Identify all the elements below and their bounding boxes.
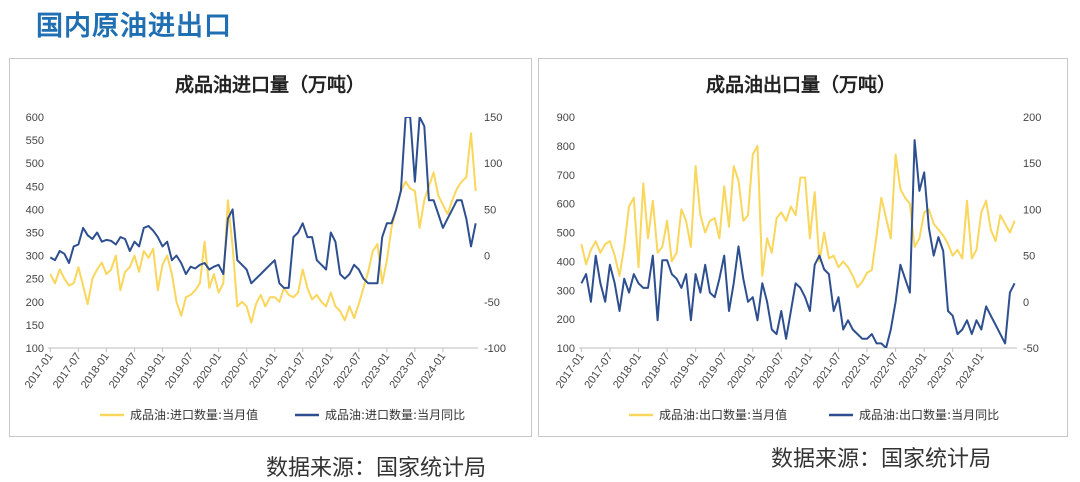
source-note-right: 数据来源：国家统计局: [771, 447, 992, 472]
export-x-tick-label: 2017-07: [582, 351, 615, 391]
import-y-left-tick-label: 300: [26, 251, 44, 263]
source-note-left: 数据来源：国家统计局: [266, 456, 487, 481]
export-y-left-tick-label: 800: [557, 141, 575, 153]
import-series-line-1: [49, 132, 477, 324]
import-y-left-tick-label: 550: [26, 135, 44, 147]
export-y-left-tick-label: 600: [557, 199, 575, 211]
export-y-right-tick-label: 0: [1023, 297, 1029, 309]
export-x-tick-label: 2018-01: [611, 351, 644, 391]
export-x-tick-label: 2021-07: [811, 351, 844, 391]
import-chart: 成品油进口量（万吨）100150200250300350400450500550…: [23, 73, 506, 422]
export-chart: 成品油出口量（万吨）100200300400500600700800900-50…: [554, 73, 1042, 422]
import-y-right-tick-label: 150: [484, 112, 502, 124]
import-y-left-tick-label: 350: [26, 228, 44, 240]
export-y-left-tick-label: 200: [557, 314, 575, 326]
export-x-tick-label: 2020-07: [754, 351, 787, 391]
import-y-right-tick-label: 0: [484, 251, 490, 263]
export-x-tick-label: 2023-01: [897, 351, 930, 391]
export-x-tick-label: 2022-01: [840, 351, 873, 391]
export-x-tick-label: 2017-01: [554, 351, 587, 391]
export-series-line-1: [580, 144, 1016, 289]
export-legend-label-2: 成品油:出口数量:当月同比: [859, 407, 999, 422]
export-x-tick-label: 2019-07: [697, 351, 730, 391]
export-x-tick-label: 2021-01: [782, 351, 815, 391]
export-x-tick-label: 2023-07: [925, 351, 958, 391]
import-legend-label-2: 成品油:进口数量:当月同比: [325, 407, 465, 422]
import-chart-panel: 成品油进口量（万吨） 100 150 200 250 300 350 400 450 500 550…: [9, 58, 532, 437]
import-y-left-tick-label: 100: [26, 343, 44, 355]
export-y-right-tick-label: 200: [1023, 112, 1041, 124]
export-chart-panel: 成品油出口量（万吨） 100 200 300 400 500 600 700 800 900 -50…: [538, 58, 1068, 437]
import-y-right-tick-label: 50: [484, 204, 496, 216]
export-y-left-tick-label: 500: [557, 228, 575, 240]
export-x-tick-label: 2020-01: [725, 351, 758, 391]
import-y-right-tick-label: -50: [484, 297, 500, 309]
export-y-left-tick-label: 700: [557, 170, 575, 182]
import-y-right-tick-label: -100: [484, 343, 506, 355]
export-chart-title: 成品油出口量（万吨）: [706, 73, 896, 96]
export-x-tick-label: 2019-01: [668, 351, 701, 391]
import-y-left-tick-label: 450: [26, 181, 44, 193]
export-y-right-tick-label: 50: [1023, 251, 1035, 263]
import-x-tick-label: 2024-01: [415, 351, 448, 391]
import-chart-title: 成品油进口量（万吨）: [175, 73, 365, 96]
export-y-left-tick-label: 300: [557, 285, 575, 297]
export-x-tick-label: 2022-07: [868, 351, 901, 391]
export-y-right-tick-label: 100: [1023, 204, 1041, 216]
export-series-line-2: [580, 139, 1016, 348]
import-legend-label-1: 成品油:进口数量:当月值: [130, 407, 258, 422]
import-y-left-tick-label: 400: [26, 204, 44, 216]
export-y-left-tick-label: 900: [557, 112, 575, 124]
import-y-left-tick-label: 500: [26, 158, 44, 170]
page-title: 国内原油进出口: [36, 11, 232, 42]
export-y-right-tick-label: 150: [1023, 158, 1041, 170]
export-y-right-tick-label: -50: [1023, 343, 1039, 355]
export-legend-label-1: 成品油:出口数量:当月值: [659, 407, 787, 422]
import-y-left-tick-label: 250: [26, 274, 44, 286]
export-x-tick-label: 2018-07: [640, 351, 673, 391]
import-y-left-tick-label: 150: [26, 320, 44, 332]
import-y-right-tick-label: 100: [484, 158, 502, 170]
export-y-left-tick-label: 100: [557, 343, 575, 355]
import-series-line-2: [49, 117, 477, 289]
import-y-left-tick-label: 600: [26, 112, 44, 124]
export-x-tick-label: 2024-01: [954, 351, 987, 391]
import-y-left-tick-label: 200: [26, 297, 44, 309]
export-y-left-tick-label: 400: [557, 256, 575, 268]
